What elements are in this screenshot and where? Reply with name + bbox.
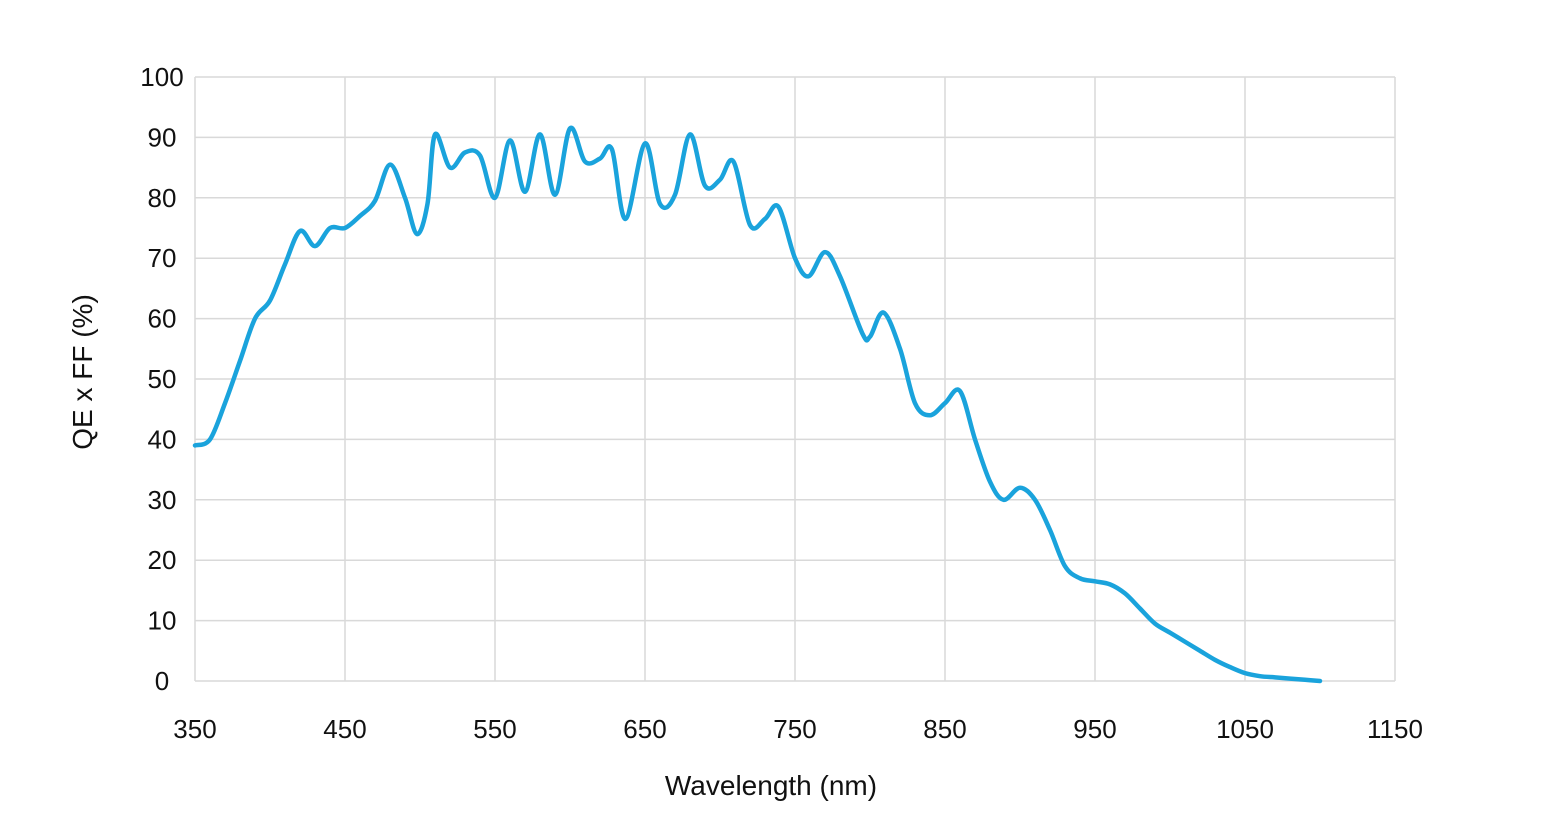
qe-curve [192, 125, 1323, 684]
grid [194, 76, 1396, 682]
y-tick-label: 80 [148, 183, 177, 213]
x-axis-label: Wavelength (nm) [665, 770, 877, 801]
x-tick-label: 650 [623, 714, 666, 744]
y-tick-label: 30 [148, 485, 177, 515]
x-axis-ticks: 350 450 550 650 750 850 950 1050 1150 [173, 714, 1423, 744]
y-tick-label: 10 [148, 606, 177, 636]
y-tick-label: 50 [148, 364, 177, 394]
x-tick-label: 550 [473, 714, 516, 744]
x-tick-label: 1150 [1367, 714, 1423, 744]
y-tick-label: 20 [148, 545, 177, 575]
x-tick-label: 1050 [1216, 714, 1274, 744]
x-tick-label: 950 [1073, 714, 1116, 744]
y-tick-label: 90 [148, 122, 177, 152]
x-tick-label: 850 [923, 714, 966, 744]
x-tick-label: 350 [173, 714, 216, 744]
y-tick-label: 100 [140, 62, 183, 92]
y-axis-label: QE x FF (%) [67, 294, 98, 450]
y-tick-label: 40 [148, 424, 177, 454]
x-tick-label: 450 [323, 714, 366, 744]
y-tick-label: 60 [148, 304, 177, 334]
y-tick-label: 0 [155, 666, 169, 696]
x-tick-label: 750 [773, 714, 816, 744]
y-tick-label: 70 [148, 243, 177, 273]
y-axis-ticks: 0 10 20 30 40 50 60 70 80 90 100 [140, 62, 183, 696]
